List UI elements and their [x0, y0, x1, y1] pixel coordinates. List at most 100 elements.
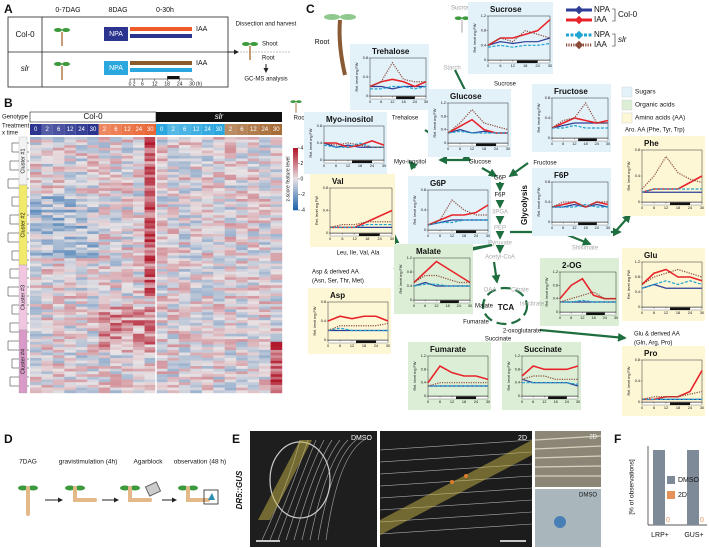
heatmap-cell [236, 328, 248, 332]
heatmap-cell [98, 212, 111, 216]
genotype-bar [156, 112, 282, 122]
x-tick-label: 0 [327, 344, 329, 348]
treatment-cell [110, 124, 122, 135]
heatmap-cell [30, 255, 42, 259]
heatmap-cell [41, 153, 54, 157]
heatmap-cell [75, 174, 88, 178]
heatmap-cell [247, 274, 260, 278]
heatmap-cell [133, 331, 145, 334]
heatmap-cell [110, 250, 122, 254]
heatmap-cell [247, 301, 260, 305]
y-tick-label: 0 [518, 394, 520, 398]
heatmap-cell [41, 236, 54, 240]
heatmap-cell [259, 153, 271, 157]
heatmap-cell [133, 169, 145, 173]
heatmap-cell [64, 366, 77, 369]
x-tick-label: 6 [653, 206, 655, 210]
heatmap-cell [64, 314, 77, 318]
heatmap-cell [247, 309, 260, 313]
x-tick-label: 24 [688, 206, 692, 210]
heatmap-cell [98, 234, 111, 237]
plant-leaf [242, 42, 250, 46]
heatmap-cell [144, 150, 157, 154]
y-tick-label: 0 [548, 136, 550, 140]
heatmap-cell [201, 322, 214, 326]
heatmap-cell [75, 158, 88, 162]
treatment-bar [130, 68, 192, 72]
heatmap-cell [87, 347, 99, 351]
heatmap-cell [201, 328, 214, 332]
agar-block [144, 481, 162, 497]
heatmap-cell [64, 331, 77, 334]
legend-brace [612, 8, 616, 22]
treatment-cell [144, 124, 156, 135]
heatmap-cell [121, 266, 134, 270]
heatmap-cell [52, 263, 65, 267]
heatmap-cell [75, 217, 88, 221]
heatmap-cell [41, 209, 54, 213]
heatmap-cell [30, 252, 42, 256]
heatmap-cell [236, 266, 248, 270]
heatmap-cell [213, 169, 225, 173]
heatmap-cell [98, 201, 111, 205]
heatmap-cell [201, 239, 214, 243]
heatmap-cell [213, 304, 225, 307]
heatmap-cell [213, 306, 225, 310]
heatmap-cell [178, 145, 191, 148]
heatmap-cell [236, 290, 248, 294]
heatmap-cell [236, 207, 248, 210]
heatmap-cell [144, 333, 157, 337]
heatmap-cell [156, 322, 168, 326]
heatmap-cell [259, 277, 271, 281]
heatmap-cell [110, 244, 122, 248]
heatmap-cell [178, 279, 191, 283]
x-tick-label: 18 [676, 311, 680, 315]
heatmap-cell [236, 177, 248, 181]
x-tick-label: 24 [688, 311, 692, 315]
heatmap-cell [156, 190, 168, 194]
heatmap-cell [213, 298, 225, 302]
dark-period [456, 230, 476, 233]
heatmap-cell [259, 190, 271, 194]
heatmap-cell [270, 266, 283, 270]
x-tick-label: 12 [511, 64, 515, 68]
heatmap-cell [98, 209, 111, 213]
heatmap-cell [201, 336, 214, 340]
heatmap-cell [236, 387, 248, 391]
heatmap-cell [201, 182, 214, 186]
heatmap-cell [259, 325, 271, 329]
heatmap-cell [178, 231, 191, 235]
heatmap-cell [201, 215, 214, 219]
root-icon [337, 19, 347, 76]
category-label: Sugars [635, 89, 656, 96]
heatmap-cell [156, 258, 168, 262]
heatmap-cell [41, 387, 54, 391]
legend-marker [574, 5, 584, 15]
heatmap-cell [30, 301, 42, 305]
heatmap-cell [75, 347, 88, 351]
heatmap-cell [247, 215, 260, 219]
heatmap-cell [156, 274, 168, 278]
x-tick-label: 12 [580, 316, 584, 320]
heatmap-cell [121, 339, 134, 342]
y-axis-title: Rel. level mg FW [309, 128, 313, 157]
heatmap-cell [213, 379, 225, 383]
legend-genotype: Col-0 [618, 10, 638, 19]
treatment-bar [130, 34, 192, 38]
heatmap-cell [156, 290, 168, 294]
heatmap-cell [133, 312, 145, 316]
heatmap-cell [201, 204, 214, 208]
heatmap-cell [156, 180, 168, 184]
heatmap-cell [236, 204, 248, 208]
heatmap-cell [247, 147, 260, 151]
heatmap-cell [156, 304, 168, 307]
heatmap-cell [259, 236, 271, 240]
heatmap-cell [52, 339, 65, 342]
heatmap-cell [224, 198, 237, 202]
heatmap-cell [270, 301, 283, 305]
heatmap-cell [64, 290, 77, 294]
heatmap-cell [201, 360, 214, 364]
heatmap-cell [64, 333, 77, 337]
heatmap-cell [52, 293, 65, 297]
time-label: 30 [147, 127, 154, 133]
